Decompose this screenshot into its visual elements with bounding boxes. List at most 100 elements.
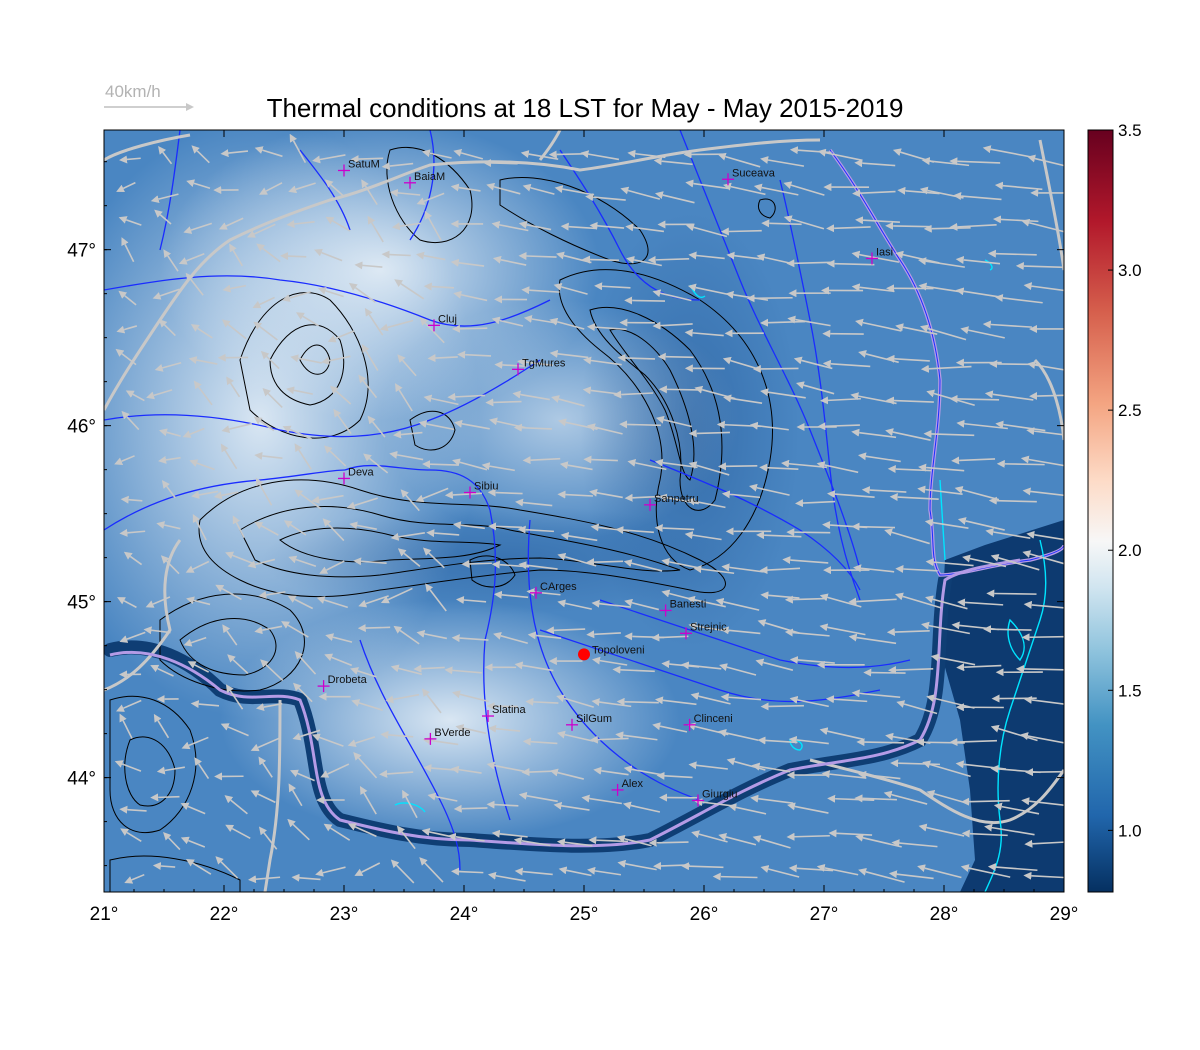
wind-arrow: [321, 355, 351, 365]
wind-arrow: [424, 210, 442, 241]
city-label: TgMures: [522, 357, 566, 369]
wind-arrow: [256, 243, 281, 263]
wind-arrow: [851, 428, 897, 439]
wind-arrow: [287, 595, 314, 610]
wind-arrow: [858, 770, 901, 780]
wind-arrow: [364, 307, 384, 336]
wind-arrow: [486, 800, 519, 809]
wind-arrow: [120, 495, 143, 504]
wind-arrow: [718, 729, 759, 742]
wind-arrow: [447, 832, 485, 842]
wind-arrow: [994, 293, 1043, 304]
wind-arrow: [996, 459, 1045, 468]
wind-arrow: [421, 828, 451, 838]
wind-arrow: [163, 831, 181, 851]
wind-arrow: [1027, 154, 1064, 167]
wind-arrow: [146, 389, 173, 400]
wind-arrow: [949, 394, 1000, 403]
wind-arrow: [311, 733, 344, 747]
wind-arrow: [1029, 392, 1064, 401]
wind-arrow: [816, 461, 859, 474]
wind-arrow: [423, 394, 459, 406]
wind-arrow: [652, 321, 693, 330]
wind-arrow: [397, 548, 421, 568]
wind-arrow: [960, 326, 1005, 339]
wind-arrow: [786, 259, 832, 268]
wind-arrow: [161, 480, 176, 499]
city-marker: CArges: [530, 581, 577, 599]
wind-arrow: [185, 858, 212, 875]
wind-arrow: [518, 791, 558, 803]
wind-arrow: [854, 159, 896, 168]
wind-arrow: [252, 296, 275, 309]
wind-arrow: [150, 193, 179, 204]
wind-arrow: [143, 626, 171, 635]
wind-arrow: [855, 318, 902, 332]
wind-arrow: [756, 531, 802, 540]
wind-arrow: [985, 528, 1031, 540]
wind-arrow: [486, 182, 521, 195]
city-label: Slatina: [492, 704, 527, 716]
wind-arrow: [848, 633, 897, 645]
wind-arrow: [586, 558, 624, 567]
wind-arrow: [586, 630, 621, 639]
wind-arrow: [624, 493, 662, 502]
wind-arrow: [719, 663, 757, 676]
wind-arrow: [750, 794, 794, 805]
wind-arrow: [828, 829, 873, 838]
wind-arrow: [615, 526, 654, 534]
wind-arrow: [655, 415, 692, 428]
wind-arrow: [586, 323, 627, 332]
wind-arrow: [720, 693, 762, 702]
wind-arrow: [116, 325, 138, 334]
wind-arrow: [918, 823, 965, 837]
wind-arrow: [213, 491, 239, 500]
wind-arrow: [290, 769, 315, 782]
wind-arrow: [156, 521, 181, 530]
wind-arrow: [481, 462, 515, 472]
wind-arrow: [116, 699, 142, 712]
wind-arrow: [291, 873, 321, 882]
wind-arrow: [325, 633, 353, 643]
wind-arrow: [295, 312, 319, 327]
wind-arrow: [822, 359, 871, 368]
x-tick-label: 21°: [90, 904, 119, 925]
wind-arrow: [288, 783, 303, 807]
wind-arrow: [247, 558, 276, 569]
wind-arrow: [591, 698, 632, 708]
city-label: Suceava: [732, 167, 776, 179]
city-marker: BaiaM: [404, 171, 445, 189]
colorbar-tick-label: 3.0: [1118, 261, 1142, 280]
wind-arrow: [359, 786, 377, 815]
wind-arrow: [119, 528, 146, 537]
wind-arrow: [984, 823, 1035, 836]
wind-arrow: [988, 496, 1037, 505]
wind-arrow: [225, 684, 244, 710]
wind-arrow: [559, 461, 593, 471]
wind-arrow: [158, 319, 176, 337]
wind-arrow: [254, 521, 279, 536]
wind-arrow: [517, 358, 554, 367]
wind-arrow: [421, 688, 442, 714]
wind-arrow: [760, 702, 804, 711]
wind-arrow: [289, 133, 307, 163]
wind-arrow: [419, 857, 444, 883]
wind-arrow: [317, 286, 344, 298]
wind-arrow: [390, 859, 415, 884]
wind-arrow: [854, 794, 897, 803]
wind-arrow: [349, 521, 377, 530]
wind-arrow: [380, 587, 413, 604]
wind-arrow: [225, 824, 251, 840]
wind-arrow: [918, 282, 962, 293]
wind-arrow: [415, 487, 449, 503]
wind-arrow: [884, 528, 930, 545]
wind-arrow: [560, 531, 598, 542]
wind-arrow: [314, 248, 343, 262]
wind-arrow: [921, 621, 970, 635]
wind-arrow: [282, 425, 313, 440]
wind-arrow: [427, 792, 458, 802]
wind-arrow: [483, 159, 518, 168]
wind-arrow: [358, 374, 378, 399]
wind-arrow: [444, 490, 483, 499]
wind-arrow: [755, 658, 794, 671]
